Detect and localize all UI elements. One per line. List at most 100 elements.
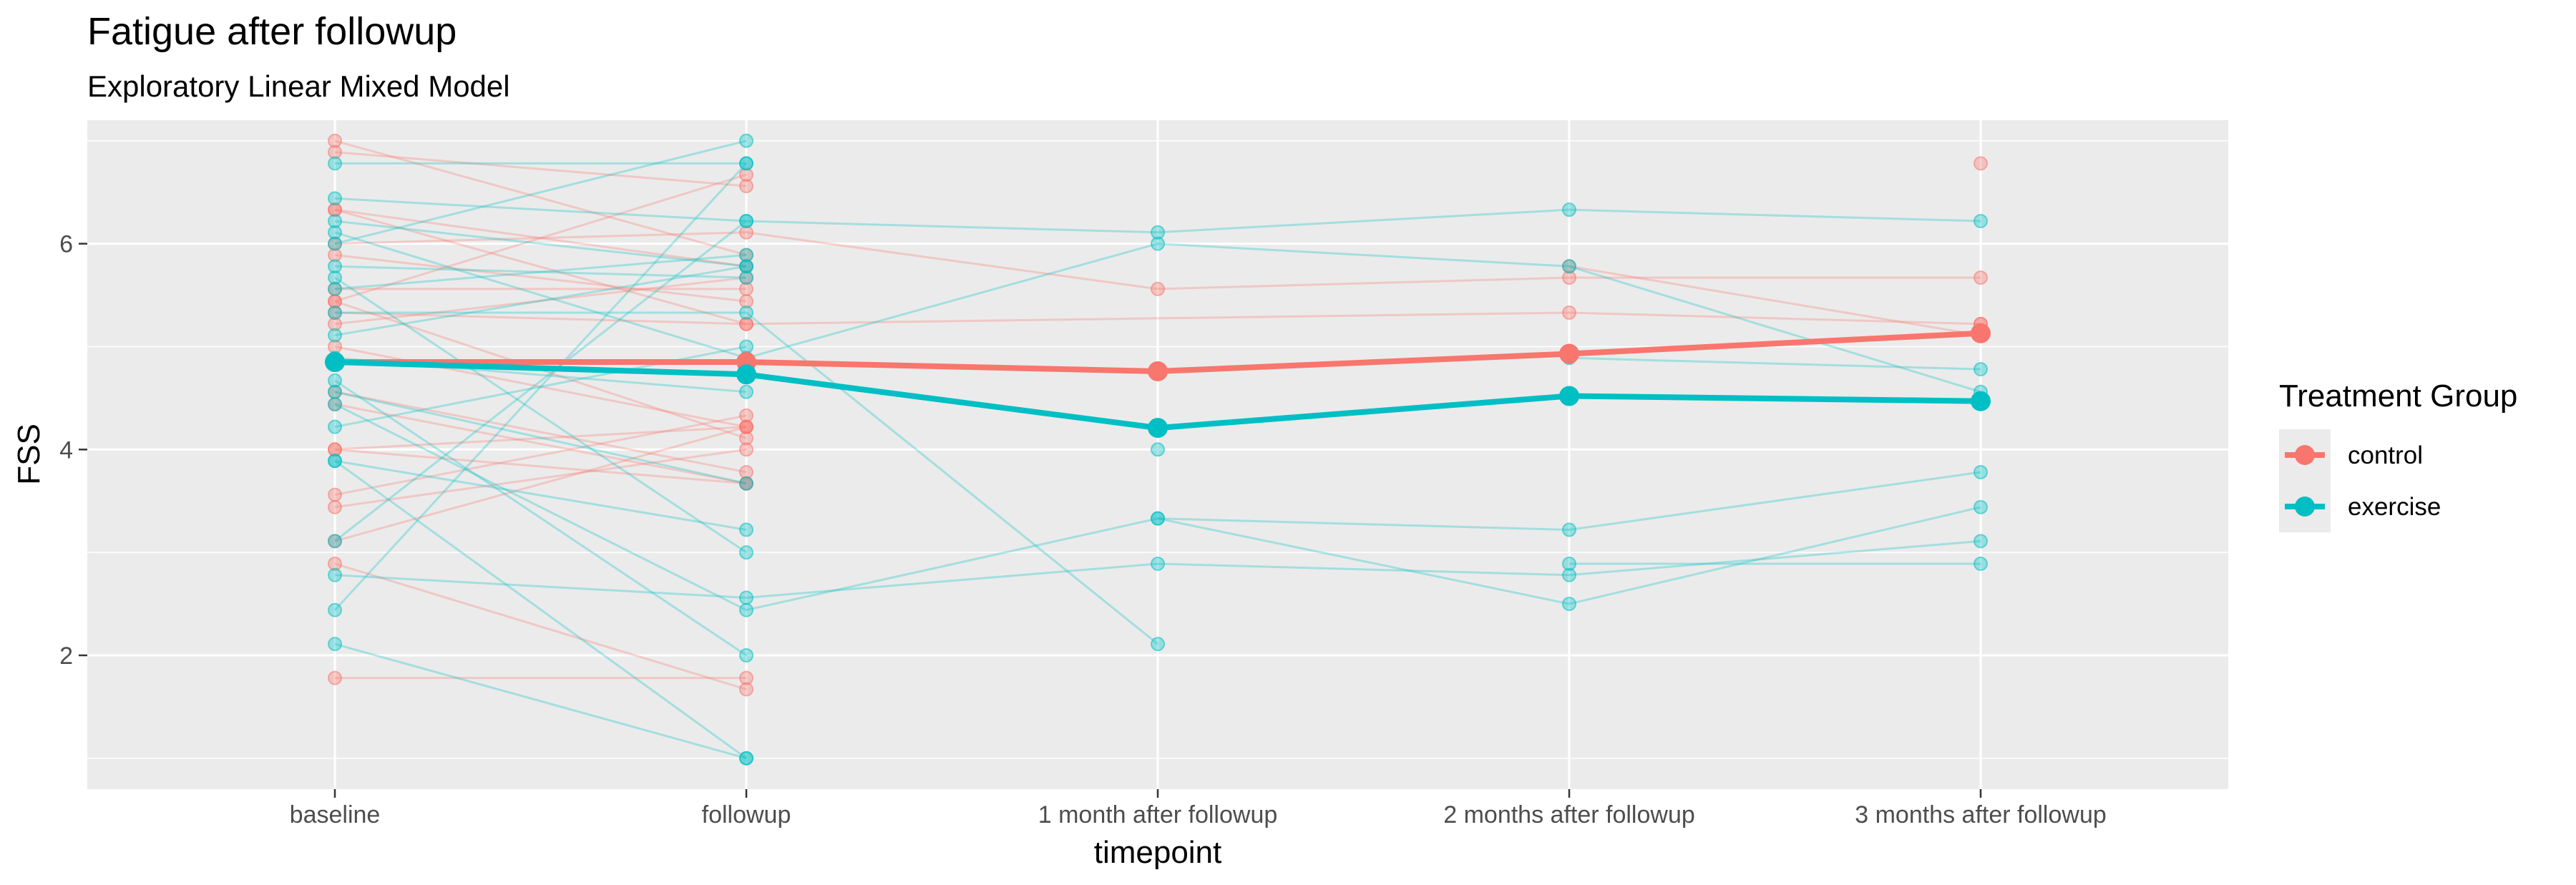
trajectory-point-exercise [1562,567,1576,582]
trajectory-line-exercise [334,391,747,485]
trajectory-line-exercise [334,539,1981,599]
individual-trajectories [328,133,1988,766]
trajectory-point-exercise [328,328,342,343]
trajectory-point-exercise [328,419,342,434]
trajectory-line-control [334,276,747,326]
trajectory-point-control [328,133,342,148]
x-tick-label: baseline [290,801,381,828]
trajectory-point-exercise [328,213,342,228]
trajectory-point-control [328,499,342,514]
x-tick-label: 2 months after followup [1443,801,1695,828]
trajectory-line-exercise [334,642,747,760]
trajectory-point-exercise [328,259,342,274]
trajectory-point-control [328,670,342,685]
trajectory-line-exercise [334,265,747,337]
trajectory-point-exercise [328,156,342,171]
trajectory-point-control [739,225,753,240]
trajectory-point-exercise [739,133,753,148]
trajectory-point-exercise [739,545,753,560]
trajectory-line-exercise [333,162,748,611]
y-tick-label: 2 [59,642,73,670]
trajectory-line-exercise [334,459,747,760]
trajectory-point-exercise [328,281,342,296]
trajectory-line-control [334,448,747,509]
y-axis-title: FSS [11,424,47,485]
trajectory-line-exercise [334,197,1981,234]
trajectory-point-exercise [328,567,342,582]
trajectory-point-control [328,202,342,217]
trajectory-line-control [334,426,747,451]
trajectory-point-control [739,464,753,479]
trajectory-point-control [739,408,753,423]
legend-key-point-control [2295,445,2315,465]
trajectory-line-exercise [335,311,1158,645]
mean-point-control [1559,343,1579,364]
trajectory-point-control [1151,281,1165,296]
trajectory-line-exercise [334,379,747,657]
trajectory-point-exercise [739,522,753,537]
trajectory-point-control [1562,305,1576,320]
trajectory-point-control [739,442,753,457]
trajectory-point-exercise [739,339,753,354]
trajectory-line-control [334,151,747,187]
trajectory-point-exercise [1974,556,1988,571]
trajectory-point-exercise [739,213,753,228]
trajectory-line-exercise [334,276,747,554]
trajectory-point-control [739,431,753,446]
y-tick-label: 6 [59,231,73,258]
trajectory-line-control [334,231,1981,290]
trajectory-point-control [1562,270,1576,285]
trajectory-point-control [739,682,753,697]
legend: Treatment Group control exercise [2279,378,2517,532]
trajectory-line-control [334,448,747,485]
trajectory-point-control [739,179,753,194]
trajectory-point-control [328,556,342,571]
trajectory-point-exercise [328,191,342,206]
trajectory-point-exercise [1151,236,1165,251]
trajectory-point-exercise [328,305,342,320]
trajectory-line-control [334,208,747,326]
trajectory-point-exercise [1974,464,1988,479]
trajectory-point-control [328,145,342,160]
trajectory-line-exercise [334,140,747,245]
trajectory-point-exercise [739,590,753,605]
mean-point-exercise [1559,386,1579,406]
trajectory-point-exercise [328,225,342,240]
trajectory-point-exercise [1151,442,1165,457]
legend-key-point-exercise [2295,497,2315,517]
trajectory-point-exercise [1151,556,1165,571]
trajectory-point-exercise [739,476,753,491]
trajectory-point-exercise [739,750,753,766]
trajectory-line-control [1568,265,1981,337]
trajectory-point-exercise [328,602,342,617]
trajectory-point-exercise [739,270,753,285]
trajectory-point-exercise [1151,511,1165,526]
trajectory-line-exercise [334,231,1981,393]
legend-label-exercise: exercise [2348,493,2441,521]
trajectory-line-control [334,426,747,542]
major-gridlines [87,120,2228,789]
chart-title: Fatigue after followup [87,10,457,53]
trajectory-line-exercise [334,403,1981,612]
trajectory-point-control [739,670,753,685]
trajectory-point-exercise [328,373,342,388]
trajectory-point-exercise [328,270,342,285]
mean-point-exercise [1971,391,1991,411]
trajectory-point-control [739,419,753,434]
y-tick-label: 4 [59,436,73,464]
trajectory-point-control [328,487,342,502]
trajectory-point-exercise [739,384,753,399]
trajectory-point-control [1974,156,1988,171]
trajectory-point-exercise [1974,213,1988,228]
trajectory-line-exercise [1157,506,1981,605]
trajectory-point-exercise [1974,534,1988,549]
trajectory-point-exercise [328,397,342,412]
trajectory-point-exercise [739,602,753,617]
trajectory-point-exercise [1562,522,1576,537]
trajectory-point-exercise [328,637,342,652]
mean-point-control [1971,323,1991,343]
mean-point-exercise [736,364,756,385]
trajectory-point-exercise [739,648,753,662]
trajectory-point-exercise [1151,225,1165,240]
